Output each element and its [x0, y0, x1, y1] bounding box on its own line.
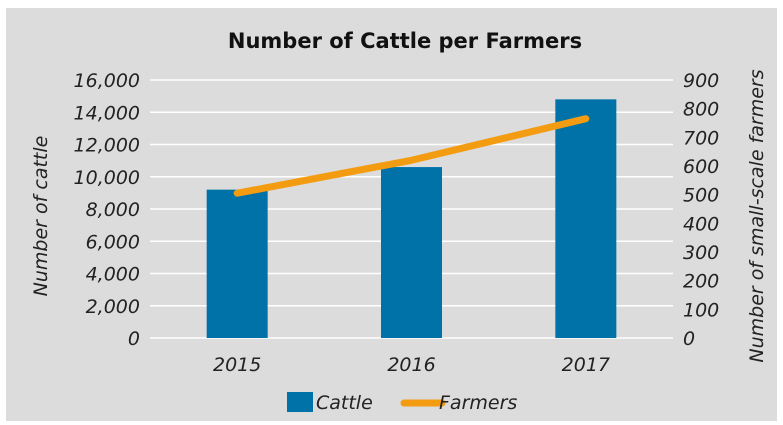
y-axis-label-right: Number of small-scale farmers — [746, 69, 768, 362]
bar — [206, 189, 268, 338]
left-axis-ticks: 0 2,000 4,000 6,000 8,000 10,000 12,000 14,000 1… — [74, 70, 140, 350]
x-tick: 2015 — [213, 354, 261, 376]
bar — [555, 99, 617, 338]
y-tick-left: 0 — [128, 328, 140, 350]
y-tick-right: 700 — [683, 127, 719, 149]
bar — [381, 167, 442, 338]
right-axis-ticks: 0 100 200 300 400 500 600 700 800 900 — [683, 70, 719, 350]
y-tick-left: 16,000 — [74, 70, 140, 92]
y-tick-right: 200 — [683, 271, 719, 293]
chart-panel: Number of Cattle per Farmers 0 2,000 4,000… — [6, 8, 777, 421]
y-tick-right: 0 — [683, 328, 695, 350]
legend: Cattle Farmers — [287, 392, 517, 414]
legend-swatch-cattle — [287, 392, 313, 412]
y-tick-left: 6,000 — [86, 231, 140, 253]
legend-label-farmers: Farmers — [439, 392, 517, 414]
line-point — [236, 192, 239, 195]
x-tick: 2016 — [387, 354, 435, 376]
y-tick-left: 2,000 — [86, 296, 140, 318]
y-tick-right: 300 — [683, 242, 719, 264]
bar-series-cattle — [206, 99, 617, 338]
line-point — [410, 159, 413, 162]
x-axis-ticks: 2015 2016 2017 — [213, 354, 610, 376]
y-tick-left: 4,000 — [86, 264, 140, 286]
y-tick-right: 600 — [683, 156, 719, 178]
chart-title: Number of Cattle per Farmers — [228, 29, 582, 53]
y-tick-right: 100 — [683, 299, 719, 321]
y-axis-label-left: Number of cattle — [30, 136, 52, 297]
y-tick-right: 500 — [683, 185, 719, 207]
combo-chart: Number of Cattle per Farmers 0 2,000 4,000… — [30, 29, 768, 414]
line-point — [584, 117, 587, 120]
y-tick-right: 400 — [683, 213, 719, 235]
y-tick-right: 900 — [683, 70, 719, 92]
x-tick: 2017 — [562, 354, 610, 376]
y-tick-left: 12,000 — [74, 135, 140, 157]
line-series-farmers — [233, 115, 590, 197]
y-tick-left: 10,000 — [74, 167, 140, 189]
y-tick-right: 800 — [683, 99, 719, 121]
legend-label-cattle: Cattle — [316, 392, 373, 414]
y-tick-left: 8,000 — [86, 199, 140, 221]
y-tick-left: 14,000 — [74, 102, 140, 124]
